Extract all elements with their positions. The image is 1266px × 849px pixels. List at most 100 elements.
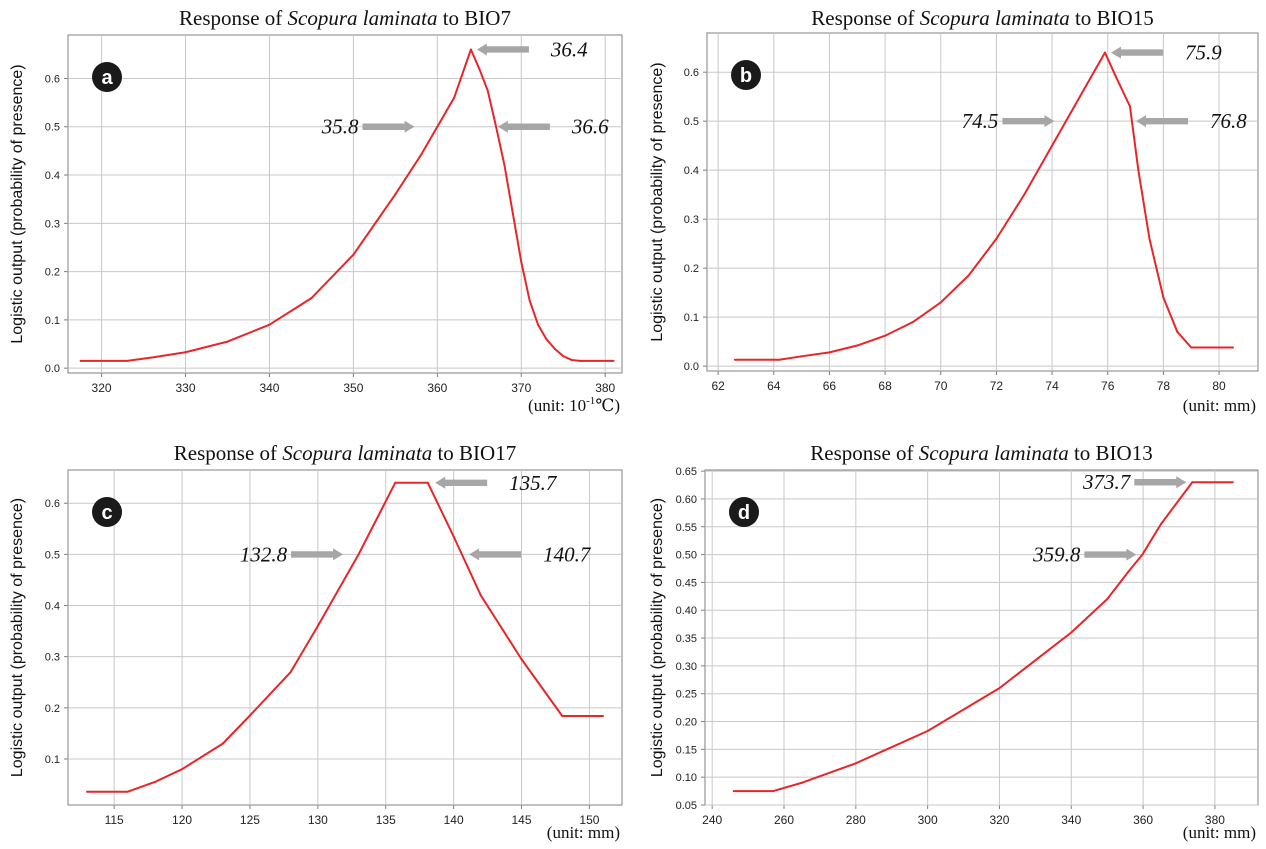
response-curve-segment — [226, 323, 271, 343]
panel-badge — [92, 497, 122, 527]
chart-title-suffix: to BIO17 — [432, 441, 516, 465]
response-curve-segment — [486, 89, 498, 128]
response-curve-segment — [248, 671, 292, 717]
chart-panel-b: 62 64 66 68 70 72 74 76 78 80 0.0 0.1 0.2 0.3 0.4 0.5 0.… — [649, 6, 1259, 415]
response-curve-segment — [800, 351, 831, 358]
response-curve-segment — [150, 351, 187, 359]
x-tick-label: 300 — [918, 813, 938, 827]
response-curve-segment — [520, 658, 564, 718]
x-unit-label: (unit: mm) — [1183, 396, 1256, 415]
chart-title: Response of Scopura laminata to BIO13 — [810, 441, 1152, 465]
y-tick-label: 0.2 — [45, 267, 60, 279]
response-curve-segment — [452, 535, 482, 597]
response-curve-segment — [800, 762, 857, 784]
chart-title-suffix: to BIO13 — [1069, 441, 1153, 465]
response-curve-segment — [436, 96, 456, 128]
response-curve-segment — [1023, 144, 1054, 196]
x-tick-label: 70 — [934, 379, 948, 393]
annotation-arrow — [1084, 548, 1137, 561]
response-curve-segment — [181, 742, 224, 771]
response-curve-segment — [453, 48, 472, 99]
x-tick-label: 80 — [1212, 379, 1226, 393]
x-tick-label: 320 — [989, 813, 1009, 827]
response-curve-segment — [426, 481, 455, 538]
annotation-arrow — [291, 548, 344, 561]
x-tick-label: 120 — [172, 813, 192, 827]
y-tick-label: 0.1 — [45, 754, 60, 766]
x-unit-label-base: (unit: 10 — [528, 396, 586, 415]
x-unit-label: (unit: 10-1℃) — [528, 395, 620, 415]
chart-title-prefix: Response of — [810, 441, 919, 465]
chart-panel-c: 115 120 125 130 135 140 145 150 0.1 0.2 0.3 0.4 0.5 0… — [9, 441, 623, 842]
y-tick-label: 0.6 — [45, 498, 60, 510]
chart-title-prefix: Response of — [179, 6, 288, 30]
x-tick-label: 360 — [1133, 813, 1153, 827]
panel-letter: b — [740, 65, 752, 87]
y-tick-label: 0.65 — [676, 466, 697, 478]
chart-title-species: Scopura laminata — [288, 6, 438, 30]
response-curve-segment — [1051, 95, 1081, 147]
y-tick-label: 0.5 — [45, 122, 60, 134]
x-tick-label: 370 — [511, 381, 531, 395]
y-axis-label: Logistic output (probability of presence… — [9, 498, 26, 777]
x-tick-label: 380 — [1205, 813, 1225, 827]
x-tick-label: 140 — [444, 813, 464, 827]
response-curve-segment — [126, 780, 156, 793]
y-tick-label: 0.50 — [676, 550, 697, 562]
response-curve-segment — [1103, 51, 1118, 79]
response-curve-segment — [939, 274, 970, 304]
annotation-arrow — [497, 120, 550, 133]
panel-letter: c — [101, 502, 112, 524]
response-curve-segment — [316, 553, 360, 627]
x-tick-label: 145 — [512, 813, 532, 827]
response-curve-segment — [1106, 570, 1130, 601]
chart-panel-d: 240 260 280 300 320 340 360 380 0.05 0.10 0.15 0.20… — [649, 441, 1259, 842]
y-tick-label: 0.3 — [45, 218, 60, 230]
chart-title-species: Scopura laminata — [920, 6, 1070, 30]
x-unit-label: (unit: mm) — [547, 823, 620, 842]
response-curve-segment — [478, 67, 489, 92]
chart-title-suffix: to BIO7 — [437, 6, 511, 30]
response-curve-segment — [1148, 237, 1165, 299]
response-curve-segment — [570, 358, 582, 362]
panel-letter: d — [738, 502, 750, 524]
response-curve-segment — [419, 125, 439, 157]
x-tick-label: 135 — [376, 813, 396, 827]
y-tick-label: 0.0 — [45, 363, 60, 375]
annotation-label: 76.8 — [1210, 109, 1247, 133]
response-curve-segment — [1128, 105, 1140, 172]
annotation-arrow — [1134, 476, 1187, 489]
y-tick-label: 0.1 — [45, 315, 60, 327]
y-tick-label: 0.30 — [676, 661, 697, 673]
y-tick-label: 0.4 — [45, 601, 60, 613]
x-unit-label-tail: ℃) — [595, 396, 620, 415]
annotation-label: 373.7 — [1082, 470, 1132, 494]
y-tick-label: 0.35 — [676, 633, 697, 645]
response-curve-segment — [357, 481, 397, 556]
y-tick-label: 0.20 — [676, 717, 697, 729]
chart-title: Response of Scopura laminata to BIO17 — [174, 441, 516, 465]
response-curve-segment — [394, 154, 422, 196]
x-tick-label: 72 — [990, 379, 1004, 393]
response-curve-segment — [1127, 553, 1144, 573]
response-curve-segment — [553, 347, 565, 358]
y-tick-label: 0.3 — [45, 652, 60, 664]
panel-badge — [731, 60, 761, 90]
y-tick-label: 0.05 — [676, 800, 697, 812]
response-curve-segment — [1160, 481, 1194, 525]
x-tick-label: 76 — [1101, 379, 1115, 393]
response-curve-segment — [772, 781, 803, 793]
x-tick-label: 350 — [343, 381, 363, 395]
x-tick-label: 380 — [595, 381, 615, 395]
annotation-arrow — [476, 43, 529, 56]
x-unit-label-superscript: -1 — [586, 395, 595, 407]
x-tick-label: 64 — [767, 379, 781, 393]
response-curve-segment — [537, 323, 548, 341]
response-curve-segment — [495, 125, 506, 167]
response-curve-segment — [1176, 330, 1193, 349]
response-curve-segment — [1115, 76, 1131, 108]
x-tick-label: 62 — [711, 379, 725, 393]
response-curve-segment — [545, 338, 556, 350]
response-curve-segment — [310, 253, 355, 300]
annotation-arrow — [435, 476, 488, 489]
